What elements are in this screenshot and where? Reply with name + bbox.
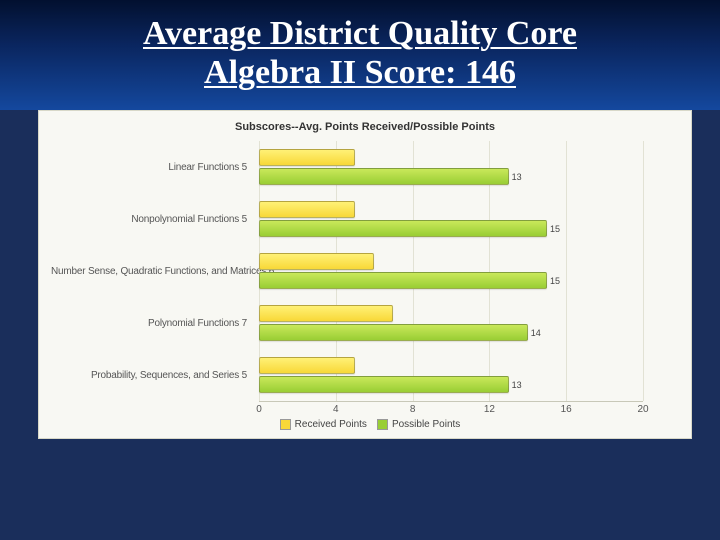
bar-group: 13	[259, 141, 643, 193]
bar-possible: 13	[259, 168, 509, 185]
x-tick: 0	[256, 404, 262, 415]
chart-title: Subscores--Avg. Points Received/Possible…	[39, 121, 691, 133]
title-line-1: Average District Quality Core	[143, 15, 577, 52]
page-title: Average District Quality Core Algebra II…	[0, 14, 720, 92]
category-label: Probability, Sequences, and Series 5	[51, 370, 253, 381]
chart-panel: Subscores--Avg. Points Received/Possible…	[38, 110, 692, 439]
bars-layer: 1315151413	[259, 141, 643, 401]
x-axis: 048121620	[259, 401, 643, 417]
bar-received	[259, 253, 374, 270]
bar-group: 15	[259, 245, 643, 297]
legend-swatch	[280, 419, 291, 430]
bar-received	[259, 201, 355, 218]
x-tick: 8	[410, 404, 416, 415]
bar-possible: 15	[259, 220, 547, 237]
category-label: Linear Functions 5	[51, 162, 253, 173]
grid-line	[643, 141, 644, 401]
bar-group: 13	[259, 349, 643, 401]
bar-received	[259, 305, 393, 322]
bar-possible-value: 14	[531, 328, 541, 338]
bar-group: 15	[259, 193, 643, 245]
x-tick: 20	[637, 404, 648, 415]
legend-label: Received Points	[295, 419, 367, 430]
x-tick: 4	[333, 404, 339, 415]
legend-label: Possible Points	[392, 419, 460, 430]
bar-received	[259, 149, 355, 166]
bar-possible-value: 15	[550, 224, 560, 234]
chart-plot: 1315151413 Linear Functions 5Nonpolynomi…	[51, 141, 643, 401]
bar-possible-value: 13	[512, 172, 522, 182]
bar-possible: 13	[259, 376, 509, 393]
bar-possible-value: 13	[512, 380, 522, 390]
bar-group: 14	[259, 297, 643, 349]
category-label: Polynomial Functions 7	[51, 318, 253, 329]
category-label: Number Sense, Quadratic Functions, and M…	[51, 266, 253, 277]
bar-possible: 14	[259, 324, 528, 341]
bar-received	[259, 357, 355, 374]
slide-header: Average District Quality Core Algebra II…	[0, 0, 720, 110]
title-line-2: Algebra II Score: 146	[204, 54, 516, 91]
x-tick: 16	[561, 404, 572, 415]
x-tick: 12	[484, 404, 495, 415]
bar-possible: 15	[259, 272, 547, 289]
bar-possible-value: 15	[550, 276, 560, 286]
category-label: Nonpolynomial Functions 5	[51, 214, 253, 225]
chart-legend: Received Points Possible Points	[39, 419, 691, 430]
legend-swatch	[377, 419, 388, 430]
